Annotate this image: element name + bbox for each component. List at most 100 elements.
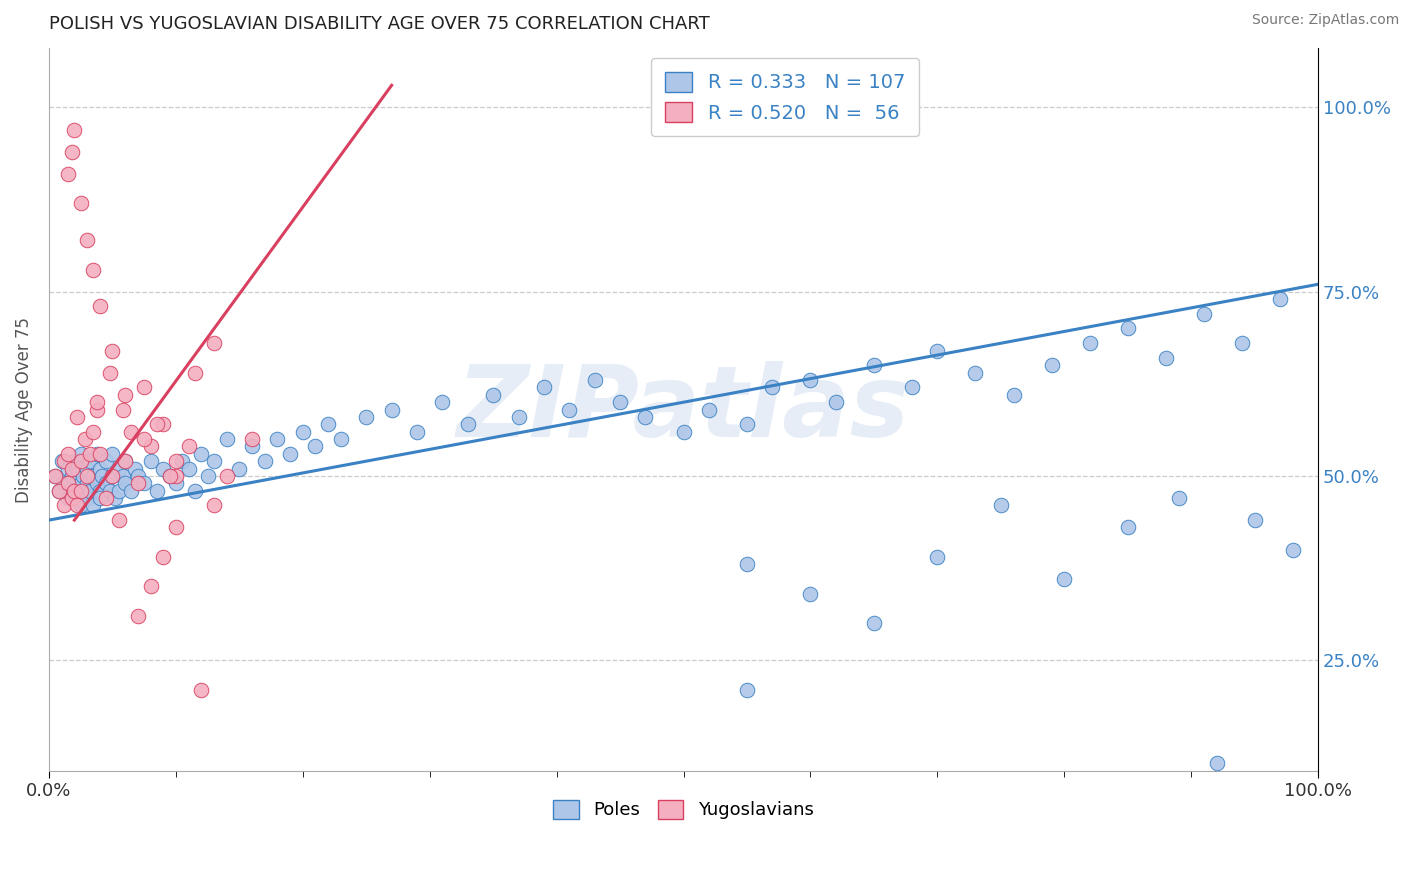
Point [1205, 756, 1227, 771]
Point [114, 388, 136, 402]
Point [51, 454, 73, 468]
Point [66, 409, 89, 424]
Point [1053, 572, 1076, 586]
Point [1116, 520, 1139, 534]
Point [44, 469, 66, 483]
Point [1230, 336, 1253, 351]
Point [863, 616, 886, 631]
Y-axis label: Disability Age Over 75: Disability Age Over 75 [15, 317, 32, 502]
Point [101, 343, 124, 358]
Point [124, 461, 146, 475]
Point [432, 395, 454, 409]
Point [533, 380, 555, 394]
Point [863, 359, 886, 373]
Point [111, 469, 134, 483]
Point [1002, 388, 1025, 402]
Point [89, 461, 111, 475]
Point [53, 454, 76, 468]
Point [60, 145, 83, 159]
Point [89, 299, 111, 313]
Point [53, 476, 76, 491]
Point [190, 447, 212, 461]
Point [146, 417, 169, 432]
Point [697, 402, 720, 417]
Point [1040, 359, 1063, 373]
Point [1243, 513, 1265, 527]
Point [134, 380, 156, 394]
Point [69, 483, 91, 498]
Point [583, 373, 606, 387]
Point [165, 454, 187, 468]
Point [508, 409, 530, 424]
Point [69, 476, 91, 491]
Point [266, 432, 288, 446]
Point [558, 402, 581, 417]
Point [240, 432, 263, 446]
Point [82, 499, 104, 513]
Point [202, 454, 225, 468]
Point [927, 343, 949, 358]
Point [76, 461, 98, 475]
Point [672, 425, 695, 439]
Point [63, 483, 86, 498]
Point [111, 402, 134, 417]
Point [159, 469, 181, 483]
Point [215, 469, 238, 483]
Point [66, 461, 89, 475]
Point [139, 579, 162, 593]
Point [73, 483, 96, 498]
Point [79, 483, 101, 498]
Point [56, 461, 79, 475]
Point [165, 520, 187, 534]
Point [304, 439, 326, 453]
Point [1268, 292, 1291, 306]
Point [121, 483, 143, 498]
Point [253, 454, 276, 468]
Point [197, 469, 219, 483]
Point [824, 395, 846, 409]
Point [152, 461, 174, 475]
Point [89, 491, 111, 505]
Point [76, 233, 98, 247]
Point [177, 461, 200, 475]
Point [1078, 336, 1101, 351]
Point [1154, 351, 1177, 365]
Point [152, 549, 174, 564]
Point [69, 499, 91, 513]
Point [101, 469, 124, 483]
Point [91, 469, 114, 483]
Point [69, 454, 91, 468]
Point [69, 447, 91, 461]
Point [761, 380, 783, 394]
Point [735, 558, 758, 572]
Point [86, 395, 108, 409]
Point [139, 439, 162, 453]
Point [901, 380, 924, 394]
Point [291, 425, 314, 439]
Point [139, 454, 162, 468]
Point [79, 447, 101, 461]
Point [114, 454, 136, 468]
Point [735, 417, 758, 432]
Point [146, 483, 169, 498]
Point [177, 439, 200, 453]
Point [63, 454, 86, 468]
Point [735, 682, 758, 697]
Point [60, 491, 83, 505]
Point [127, 476, 149, 491]
Point [1167, 491, 1189, 505]
Point [82, 469, 104, 483]
Point [98, 366, 121, 380]
Point [76, 491, 98, 505]
Legend: Poles, Yugoslavians: Poles, Yugoslavians [546, 793, 821, 827]
Point [53, 499, 76, 513]
Point [79, 454, 101, 468]
Point [134, 432, 156, 446]
Point [799, 587, 821, 601]
Point [134, 476, 156, 491]
Point [66, 491, 89, 505]
Point [202, 336, 225, 351]
Point [457, 417, 479, 432]
Point [927, 549, 949, 564]
Point [101, 447, 124, 461]
